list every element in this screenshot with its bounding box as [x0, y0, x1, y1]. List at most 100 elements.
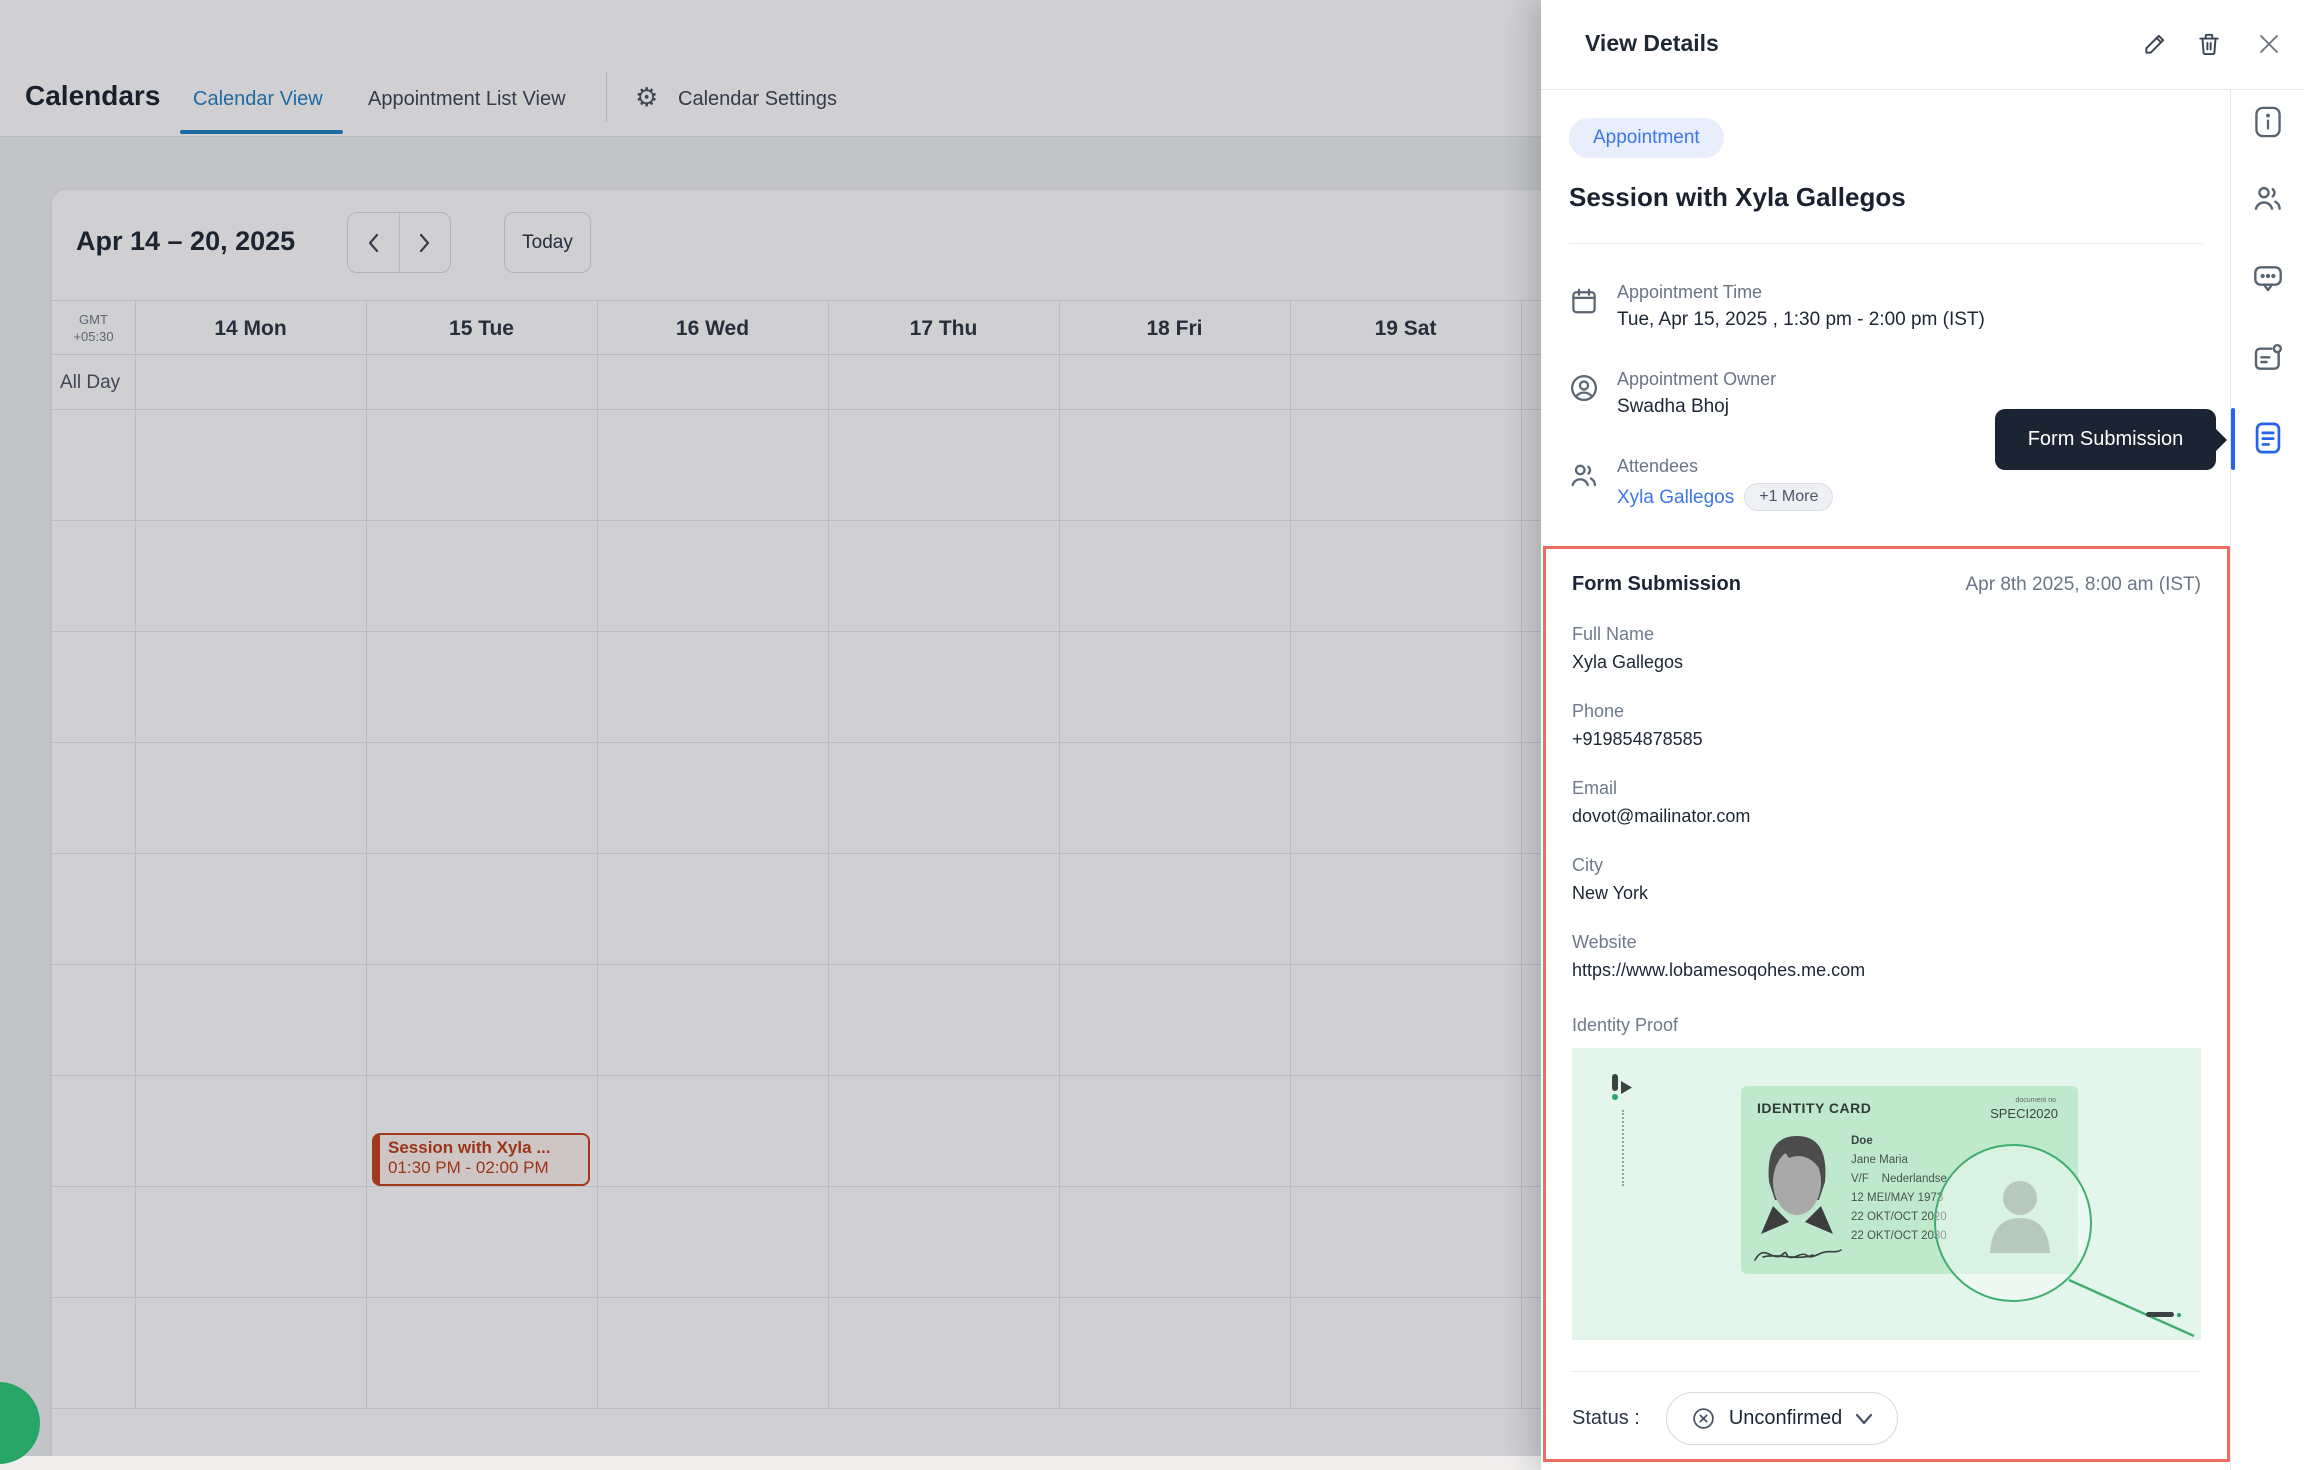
field-label: Website: [1572, 932, 1637, 952]
form-submission-tooltip: Form Submission: [1995, 409, 2227, 470]
event-title: Session with Xyla ...: [388, 1138, 551, 1157]
detail-row-appointment-time: Appointment Time Tue, Apr 15, 2025 , 1:3…: [1569, 282, 2230, 331]
delete-button[interactable]: [2187, 22, 2231, 66]
contact-card-icon: [2254, 344, 2282, 370]
field-label: Full Name: [1572, 624, 1655, 644]
form-submission-section: Form Submission Apr 8th 2025, 8:00 am (I…: [1543, 546, 2230, 1462]
gear-icon: ⚙: [635, 82, 659, 112]
contact-tab-button[interactable]: [2231, 326, 2304, 390]
user-circle-icon: [1569, 373, 1603, 418]
identity-card-image: IDENTITY CARD document no SPECI2020 Doe …: [1741, 1086, 2078, 1274]
circled-x-icon: [1693, 1408, 1714, 1429]
calendar-settings-button[interactable]: Calendar Settings: [678, 88, 837, 110]
attendees-tab-button[interactable]: [2231, 166, 2304, 230]
identity-proof-attachment[interactable]: IDENTITY CARD document no SPECI2020 Doe …: [1572, 1048, 2201, 1340]
id-card-doc-number: SPECI2020: [1990, 1106, 2058, 1121]
day-header-wed: 16 Wed: [675, 317, 750, 340]
calendar-icon: [1569, 286, 1603, 331]
event-time: 01:30 PM - 02:00 PM: [388, 1158, 549, 1177]
form-submission-tab-button[interactable]: [2231, 406, 2304, 470]
id-card-photo: [1759, 1130, 1835, 1234]
detail-value: Tue, Apr 15, 2025 , 1:30 pm - 2:00 pm (I…: [1617, 309, 1985, 330]
field-value: New York: [1572, 883, 1649, 903]
info-icon: [2255, 106, 2281, 138]
tab-appointment-list-view[interactable]: Appointment List View: [368, 88, 566, 110]
tooltip-arrow: [2216, 429, 2227, 451]
day-header-fri: 18 Fri: [1146, 317, 1203, 340]
calendar-event-session[interactable]: Session with Xyla ... 01:30 PM - 02:00 P…: [372, 1133, 590, 1186]
active-tab-indicator: [2231, 408, 2235, 470]
appointment-badge: Appointment: [1569, 118, 1724, 158]
form-submission-timestamp: Apr 8th 2025, 8:00 am (IST): [1965, 574, 2201, 595]
panel-icon-strip: [2230, 90, 2304, 1470]
detail-label: Appointment Owner: [1617, 369, 1777, 389]
column-divider: [1290, 300, 1291, 1409]
column-divider: [366, 300, 367, 1409]
dotted-line: [1622, 1110, 1624, 1186]
identity-proof-label: Identity Proof: [1572, 1015, 1679, 1035]
column-divider: [135, 300, 136, 1409]
field-label: Email: [1572, 778, 1618, 798]
field-value: Xyla Gallegos: [1572, 652, 1684, 672]
status-label: Status :: [1572, 1407, 1640, 1429]
vendor-logo-icon: [1610, 1072, 1636, 1104]
all-day-row: All Day: [52, 355, 2304, 410]
close-icon: [2260, 35, 2278, 53]
day-header-row: GMT +05:30 14 Mon 15 Tue 16 Wed 17 Thu 1…: [52, 300, 2304, 355]
today-button[interactable]: Today: [504, 212, 591, 273]
vendor-wordmark-icon: [2146, 1306, 2181, 1324]
day-header-mon: 14 Mon: [214, 317, 287, 340]
column-divider: [828, 300, 829, 1409]
chat-icon: [2254, 266, 2282, 292]
field-value: https://www.lobamesoqohes.me.com: [1572, 960, 1866, 980]
panel-title: View Details: [1585, 30, 1719, 56]
id-card-text: Doe Jane Maria V/F Nederlandse 12 MEI/MA…: [1851, 1135, 1947, 1242]
attendees-icon: [2254, 186, 2281, 210]
header-divider: [606, 72, 607, 122]
more-attendees-pill[interactable]: +1 More: [1744, 483, 1834, 511]
page-title: Calendars: [25, 80, 161, 111]
edit-button[interactable]: [2133, 22, 2177, 66]
chevron-down-icon: [1856, 1413, 1873, 1424]
trash-icon: [2199, 33, 2219, 56]
week-nav-group: [347, 212, 451, 273]
form-submission-title: Form Submission: [1572, 573, 1741, 595]
info-tab-button[interactable]: [2231, 90, 2304, 154]
chevron-left-icon: [368, 233, 378, 252]
calendar-toolbar: Apr 14 – 20, 2025 Today: [52, 190, 2304, 300]
detail-row-attendees: Attendees Xyla Gallegos +1 More: [1569, 456, 2230, 511]
detail-label: Appointment Time: [1617, 282, 1763, 302]
all-day-label: All Day: [60, 372, 121, 393]
column-divider: [597, 300, 598, 1409]
view-details-panel: View Details Appointment Session with Xy…: [1541, 0, 2304, 1470]
panel-header: View Details: [1541, 0, 2304, 90]
attendee-link[interactable]: Xyla Gallegos: [1617, 487, 1735, 508]
timezone-label: GMT +05:30: [73, 312, 114, 344]
comments-tab-button[interactable]: [2231, 246, 2304, 310]
day-header-thu: 17 Thu: [909, 317, 978, 340]
form-submission-icon: [2255, 422, 2281, 454]
day-header-tue: 15 Tue: [449, 317, 514, 340]
divider: [1569, 243, 2202, 244]
prev-week-button[interactable]: [348, 213, 399, 272]
column-divider: [1059, 300, 1060, 1409]
day-header-sat: 19 Sat: [1374, 317, 1437, 340]
id-card-doc-label: document no: [2015, 1097, 2056, 1104]
panel-body: Appointment Session with Xyla Gallegos A…: [1541, 90, 2230, 1470]
status-dropdown[interactable]: Unconfirmed: [1665, 1392, 1899, 1445]
field-label: Phone: [1572, 701, 1625, 721]
active-tab-underline: [180, 130, 343, 134]
close-button[interactable]: [2247, 22, 2291, 66]
status-row: Status : Unconfirmed: [1572, 1371, 2201, 1445]
modal-dim-overlay: [0, 0, 1541, 1456]
next-week-button[interactable]: [398, 213, 451, 272]
field-value: +919854878585: [1572, 729, 1703, 749]
date-range-label: Apr 14 – 20, 2025: [76, 226, 296, 256]
column-divider: [1521, 300, 1522, 1409]
attendees-icon: [1569, 460, 1603, 511]
form-submission-header: Form Submission Apr 8th 2025, 8:00 am (I…: [1572, 573, 2201, 596]
status-value: Unconfirmed: [1728, 1407, 1843, 1429]
tab-calendar-view[interactable]: Calendar View: [193, 88, 323, 110]
detail-row-appointment-owner: Appointment Owner Swadha Bhoj: [1569, 369, 2230, 418]
chevron-right-icon: [420, 233, 430, 252]
